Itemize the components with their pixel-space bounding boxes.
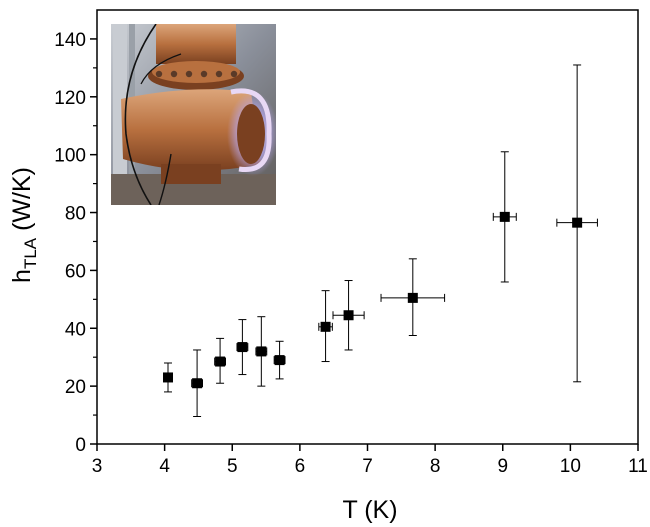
inset-bore (237, 104, 265, 164)
data-point-1 (163, 372, 174, 383)
y-axis-ticks: 0 20 40 60 80 100 120 140 (54, 30, 97, 456)
inset-flange-top (156, 24, 236, 64)
x-tick-label-8: 8 (430, 456, 441, 477)
x-tick-label-6: 6 (295, 456, 306, 477)
y-axis-title-unit: (W/K) (8, 167, 36, 238)
x-tick-label-11: 11 (628, 456, 648, 477)
x-tick-label-5: 5 (227, 456, 238, 477)
y-tick-label-100: 100 (54, 146, 86, 167)
x-tick-label-9: 9 (497, 456, 508, 477)
inset-flange-ring-top (152, 61, 240, 83)
data-point-5 (256, 346, 267, 357)
inset-bolt (215, 70, 223, 78)
y-tick-label-20: 20 (65, 377, 86, 398)
data-point-2 (192, 378, 203, 389)
inset-mount (161, 164, 221, 184)
inset-strut-left (113, 24, 127, 205)
data-point-11 (572, 217, 583, 228)
x-axis-title: T (K) (342, 496, 397, 524)
data-point-7 (320, 321, 331, 332)
y-axis-title: hTLA (W/K) (8, 167, 40, 283)
inset-bolt (185, 70, 193, 78)
inset-cable-2 (158, 153, 172, 205)
data-point-3 (215, 356, 226, 367)
y-axis-title-subscript: TLA (21, 237, 40, 269)
y-tick-label-60: 60 (65, 261, 86, 282)
inset-photo-content (111, 24, 276, 205)
data-point-10 (499, 211, 510, 222)
inset-bolt (200, 70, 208, 78)
y-axis-title-main: h (8, 269, 36, 283)
inset-copper-body (121, 89, 261, 171)
inset-cable-3 (140, 53, 182, 85)
data-point-4 (237, 342, 248, 353)
y-tick-label-40: 40 (65, 319, 86, 340)
inset-bolt (230, 70, 238, 78)
x-axis-ticks: 3 4 5 6 7 8 9 10 11 (92, 444, 648, 477)
inset-bolt (170, 70, 178, 78)
y-tick-label-140: 140 (54, 30, 86, 51)
x-tick-label-7: 7 (362, 456, 373, 477)
inset-bolt (155, 70, 163, 78)
inset-photo (111, 24, 276, 205)
y-tick-label-0: 0 (75, 435, 86, 456)
y-tick-label-120: 120 (54, 88, 86, 109)
y-tick-label-80: 80 (65, 204, 86, 225)
x-tick-label-10: 10 (560, 456, 581, 477)
inset-rim (230, 88, 272, 173)
inset-cable-1 (124, 24, 157, 205)
data-point-9 (407, 292, 418, 303)
data-point-8 (343, 310, 354, 321)
x-tick-label-3: 3 (92, 456, 103, 477)
data-markers (163, 211, 583, 389)
data-point-6 (274, 355, 285, 366)
x-tick-label-4: 4 (159, 456, 170, 477)
